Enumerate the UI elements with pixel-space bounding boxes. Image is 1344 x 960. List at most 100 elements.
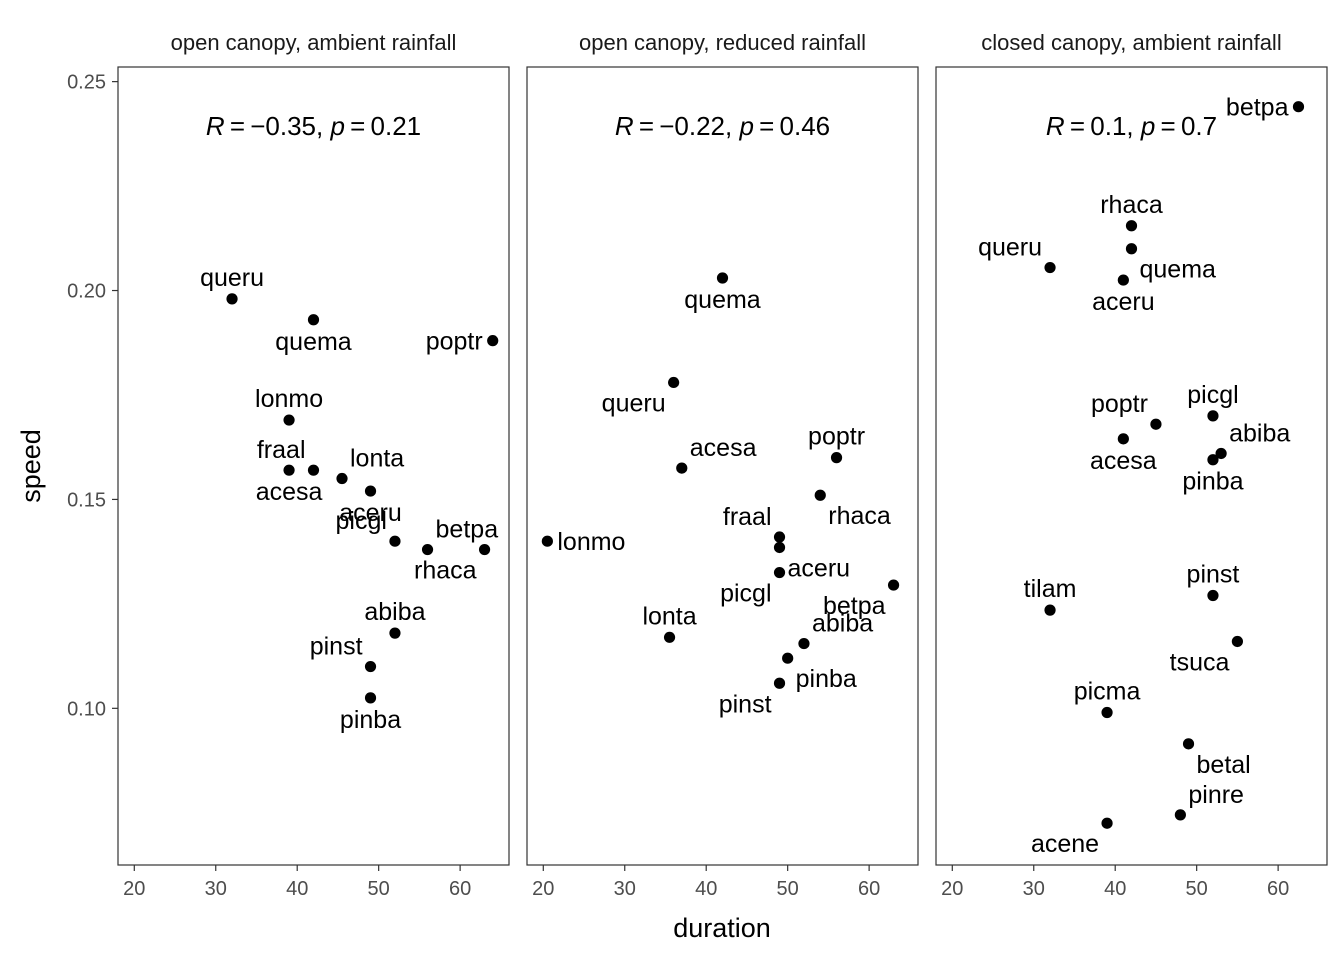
x-tick-label: 60	[449, 878, 471, 900]
point-label: picma	[1074, 678, 1141, 706]
data-point	[364, 660, 377, 673]
point-label: betpa	[436, 516, 499, 544]
x-tick-label: 40	[695, 878, 717, 900]
point-label: acesa	[256, 478, 323, 506]
point-label: tsuca	[1170, 648, 1230, 676]
data-point	[668, 376, 680, 389]
data-point	[1117, 433, 1129, 445]
data-point	[1125, 243, 1138, 255]
data-point	[307, 314, 320, 326]
data-point	[421, 543, 434, 556]
data-point	[1125, 220, 1138, 232]
x-tick-label: 40	[1104, 878, 1126, 900]
data-point	[814, 489, 826, 501]
point-label: pinba	[340, 706, 401, 734]
point-label: quema	[275, 328, 352, 356]
point-label: quema	[684, 286, 761, 314]
point-label: fraal	[723, 503, 772, 531]
data-point	[1207, 454, 1219, 466]
x-tick-label: 60	[1267, 878, 1289, 900]
y-tick-label: 0.25	[67, 72, 106, 94]
point-label: betal	[1197, 751, 1251, 779]
x-tick-label: 20	[532, 878, 554, 900]
point-label: betpa	[823, 592, 886, 620]
point-label: abiba	[1229, 419, 1290, 447]
panels-layer: open canopy, ambient rainfall 20 30 40 50 60 0…	[67, 30, 1328, 900]
p-value: 0.7	[1181, 111, 1217, 141]
point-label: pinba	[796, 665, 857, 693]
correlation-annotation: R = 0.1, p = 0.7	[1046, 111, 1217, 141]
point-label: pinst	[1187, 561, 1240, 589]
x-tick-label: 30	[1023, 878, 1045, 900]
point-label: picgl	[1187, 381, 1238, 409]
panel-title: closed canopy, ambient rainfall	[981, 30, 1281, 55]
point-label: pinre	[1188, 781, 1244, 809]
point-label: acesa	[1090, 447, 1157, 475]
point-label: lonta	[350, 445, 404, 473]
data-point	[773, 566, 786, 579]
data-point	[1174, 809, 1186, 821]
data-point	[1207, 410, 1219, 422]
panel-3: closed canopy, ambient rainfall 20 30 40 50 6…	[935, 30, 1328, 900]
data-point	[716, 272, 729, 284]
point-label: lonta	[642, 602, 696, 630]
point-label: aceru	[339, 499, 402, 527]
x-tick-label: 50	[1186, 878, 1208, 900]
data-point	[1101, 706, 1113, 719]
x-tick-label: 30	[205, 878, 227, 900]
point-label: lonmo	[255, 385, 323, 413]
panel-border	[117, 66, 510, 866]
data-point	[389, 535, 401, 547]
x-tick-label: 60	[858, 878, 880, 900]
point-label: rhaca	[1100, 191, 1163, 219]
point-label: tilam	[1024, 575, 1077, 603]
data-point	[1150, 418, 1162, 430]
data-point	[1231, 635, 1243, 648]
data-point	[364, 485, 377, 497]
point-label: poptr	[1091, 390, 1148, 418]
data-point	[1044, 261, 1056, 274]
data-point	[1215, 447, 1227, 460]
data-point	[226, 293, 238, 305]
data-point	[798, 637, 810, 650]
data-point	[487, 335, 499, 347]
panel-title: open canopy, reduced rainfall	[579, 30, 866, 55]
x-tick-label: 50	[368, 878, 390, 900]
point-label: poptr	[426, 328, 483, 356]
x-axis-title: duration	[673, 913, 771, 943]
data-point	[663, 631, 676, 643]
point-label: queru	[602, 389, 666, 417]
data-point	[773, 531, 786, 543]
x-tick-label: 30	[614, 878, 636, 900]
panel-2: open canopy, reduced rainfall 20 30 40 50 60 R…	[526, 30, 919, 900]
r-value: −0.35	[250, 111, 316, 141]
point-label: aceru	[788, 554, 851, 582]
data-point	[307, 464, 320, 476]
point-label: quema	[1140, 256, 1217, 284]
point-label: pinst	[719, 690, 772, 718]
point-label: abiba	[364, 598, 425, 626]
point-label: abiba	[812, 610, 873, 638]
y-tick-label: 0.20	[67, 281, 106, 303]
x-tick-label: 20	[123, 878, 145, 900]
data-point	[389, 627, 401, 639]
point-label: picgl	[720, 580, 771, 608]
point-label: acene	[1031, 830, 1099, 858]
r-value: −0.22	[659, 111, 725, 141]
x-tick-label: 40	[286, 878, 308, 900]
p-value: 0.21	[371, 111, 422, 141]
panel-border	[526, 66, 919, 866]
p-value: 0.46	[780, 111, 831, 141]
y-tick-label: 0.10	[67, 698, 106, 720]
panel-1: open canopy, ambient rainfall 20 30 40 50 60 0…	[67, 30, 510, 900]
point-label: acesa	[690, 434, 757, 462]
correlation-annotation: R = −0.22, p = 0.46	[615, 111, 830, 141]
data-point	[887, 579, 900, 591]
y-tick-label: 0.15	[67, 489, 106, 511]
data-point	[1292, 101, 1305, 113]
data-point	[676, 462, 688, 474]
data-point	[1182, 738, 1195, 750]
point-label: rhaca	[414, 557, 477, 585]
point-label: aceru	[1092, 288, 1155, 316]
y-axis-title: speed	[16, 429, 46, 503]
